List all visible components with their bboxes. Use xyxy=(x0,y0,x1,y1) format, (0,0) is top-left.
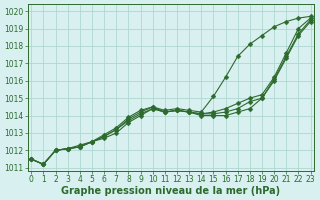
X-axis label: Graphe pression niveau de la mer (hPa): Graphe pression niveau de la mer (hPa) xyxy=(61,186,280,196)
